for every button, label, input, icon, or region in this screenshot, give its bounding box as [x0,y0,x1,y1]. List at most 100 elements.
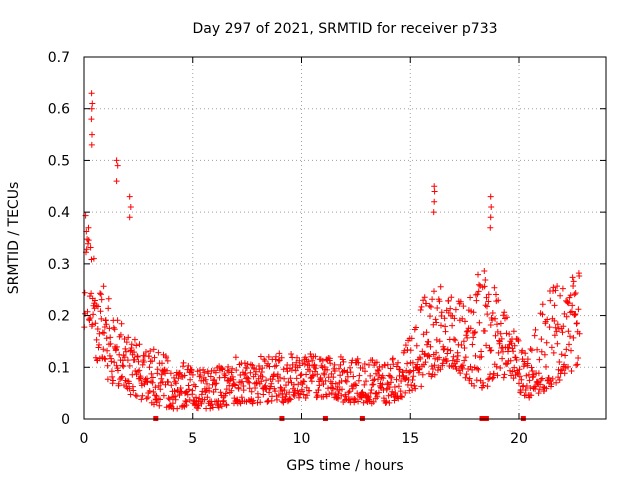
data-point [92,297,98,304]
data-point [489,317,496,323]
data-point [105,295,112,302]
data-point [574,361,581,368]
data-point [180,359,187,366]
x-tick-labels: 0 5 10 15 20 [80,431,528,447]
data-point [438,322,444,329]
data-point [246,385,253,392]
data-point [223,402,230,409]
data-point [131,356,138,363]
data-point [311,362,318,369]
data-point [567,292,574,299]
data-point [281,387,288,394]
data-point [347,364,353,371]
data-point [278,354,285,361]
data-point [483,342,490,349]
data-point [287,396,294,403]
data-point [554,283,561,290]
data-point [340,358,347,365]
data-point [484,383,491,390]
data-point [448,294,455,301]
data-point [361,361,368,367]
data-point [148,370,155,377]
data-point [98,315,105,322]
data-point [487,322,494,328]
data-point [452,306,459,313]
data-point [121,336,128,342]
data-point [462,354,469,361]
data-point [487,214,494,221]
data-point [185,362,192,369]
data-point [532,326,539,333]
data-point [447,347,454,354]
data-point [294,387,301,394]
data-point [310,373,317,379]
data-point [164,367,170,374]
data-point [324,366,331,373]
data-point [353,382,360,389]
data-point [495,349,502,356]
data-point [143,349,149,355]
data-point [280,366,287,373]
data-point [212,380,219,387]
data-point [442,328,449,335]
data-point [561,361,568,368]
data-point [92,320,99,327]
data-point [281,375,288,382]
data-point [217,389,224,396]
data-point [344,373,351,380]
data-point [449,322,456,329]
data-point [218,403,225,410]
data-point [334,383,341,390]
data-point [554,321,561,328]
data-point [93,336,100,343]
data-point [487,224,494,231]
data-point [302,395,309,401]
data-point [110,377,117,384]
data-point [495,297,502,304]
data-point [107,340,114,347]
data-point [136,341,143,348]
data-point [252,385,259,391]
data-point [146,353,153,360]
data-point [518,376,525,383]
data-point [362,368,368,375]
data-point [517,389,524,396]
data-point [423,329,430,336]
data-point [172,378,178,385]
data-point [165,395,172,402]
data-point [337,361,344,368]
data-point [99,329,106,336]
data-point [558,351,565,358]
data-point [538,336,545,343]
data-point [433,336,440,343]
data-point [509,368,516,375]
data-points [81,90,583,412]
data-point [288,367,295,373]
data-point [361,381,368,388]
data-point [134,353,141,360]
data-point [355,377,362,384]
data-point [317,374,324,381]
data-point [104,376,111,383]
data-point [409,359,416,366]
data-point [557,292,564,299]
data-point [304,392,311,399]
data-point [575,306,582,313]
data-point [114,317,121,324]
data-point [507,357,514,364]
data-point [350,373,357,380]
data-point [519,347,526,354]
data-point [164,357,171,364]
data-point [529,368,536,374]
data-point [213,380,220,387]
data-point [138,396,145,403]
data-point [272,388,279,395]
data-point [438,309,445,316]
data-point [576,273,583,279]
y-tick-label: 0.2 [48,309,70,325]
data-point [105,305,112,312]
data-point [551,302,558,309]
data-point [379,381,386,388]
data-point [494,372,501,379]
